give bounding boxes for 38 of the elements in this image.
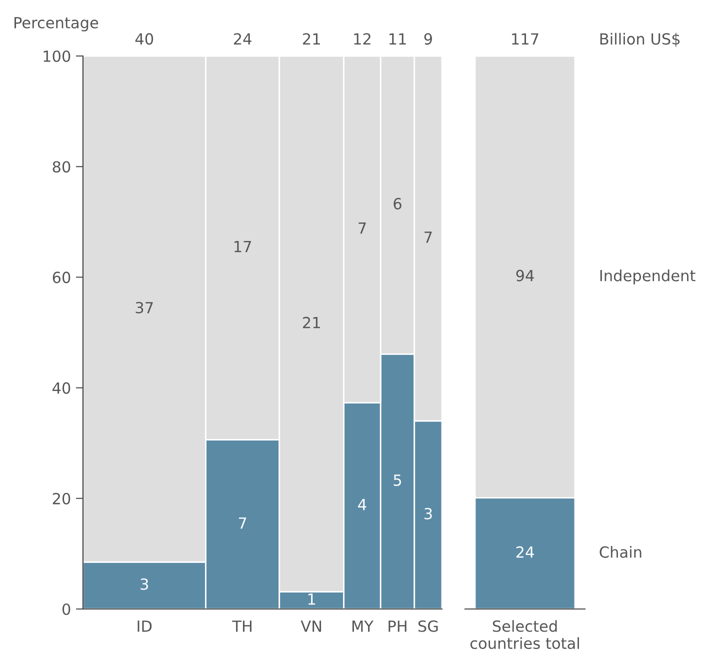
y-axis-title: Percentage bbox=[14, 17, 98, 32]
text: 24 bbox=[234, 33, 252, 44]
annotation: 5 bbox=[394, 474, 402, 486]
annotation: 37 bbox=[136, 302, 153, 314]
annotation: 7 bbox=[238, 517, 246, 529]
text: 40 bbox=[135, 33, 154, 45]
annotation: 6 bbox=[394, 198, 402, 210]
annotation: 17 bbox=[234, 240, 251, 252]
annotation: 21 bbox=[302, 316, 320, 328]
annotation: 7 bbox=[424, 232, 432, 243]
x-tick-label: TH bbox=[232, 620, 252, 632]
annotation: 3 bbox=[424, 508, 432, 520]
y-tick-label: 0 bbox=[62, 603, 70, 616]
annotation: 94 bbox=[516, 270, 534, 282]
series-label: Independent bbox=[600, 270, 696, 284]
y-tick-label: 20 bbox=[52, 492, 70, 504]
y-tick-label: 40 bbox=[52, 382, 70, 394]
annotation: 24 bbox=[516, 546, 534, 558]
x-tick-label: PH bbox=[388, 620, 406, 632]
text: 117 bbox=[512, 33, 538, 44]
y-tick-label: 60 bbox=[52, 272, 70, 284]
x-tick-label: ID bbox=[138, 620, 152, 632]
text: 21 bbox=[302, 33, 320, 44]
annotation: 1 bbox=[308, 594, 316, 605]
x-tick-label: Selected countries total bbox=[470, 620, 579, 650]
text: Billion US$ bbox=[600, 32, 680, 47]
annotation: 7 bbox=[358, 222, 366, 234]
annotation: 4 bbox=[358, 498, 366, 510]
text: 12 bbox=[354, 33, 370, 44]
text: 11 bbox=[389, 33, 406, 44]
y-tick-label: 100 bbox=[44, 50, 70, 62]
series-label: Chain bbox=[600, 546, 642, 558]
x-tick-label: MY bbox=[352, 620, 374, 632]
text: 9 bbox=[424, 33, 432, 45]
annotation: 3 bbox=[140, 578, 148, 590]
y-tick-label: 80 bbox=[52, 161, 70, 173]
x-tick-label: VN bbox=[300, 620, 322, 632]
x-tick-label: SG bbox=[418, 620, 438, 632]
